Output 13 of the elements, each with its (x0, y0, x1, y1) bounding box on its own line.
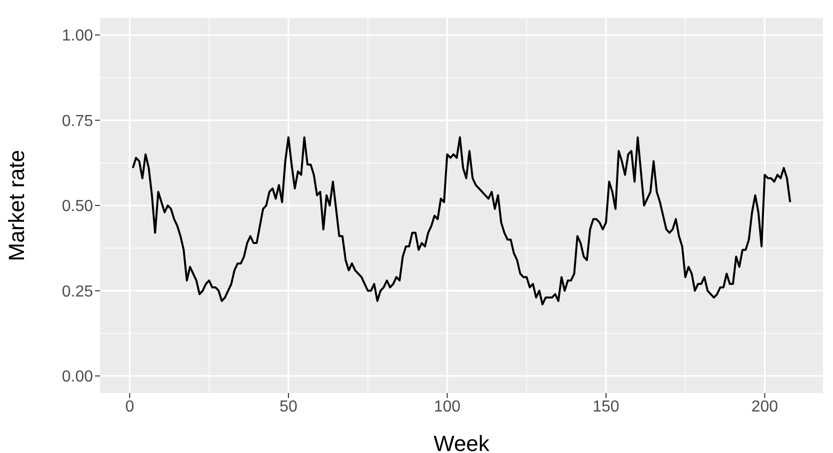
y-tick-label: 0.50 (62, 198, 94, 216)
y-axis-title: Market rate (4, 150, 29, 262)
y-tick-label: 0.75 (62, 112, 94, 130)
x-tick-label: 100 (434, 398, 461, 416)
x-tick-label: 200 (751, 398, 778, 416)
x-tick-label: 0 (125, 398, 134, 416)
x-tick-label: 150 (592, 398, 620, 416)
y-tick-label: 0.25 (62, 283, 94, 300)
y-tick-label: 1.00 (62, 28, 94, 45)
x-axis-title: Week (434, 431, 490, 453)
y-tick-label: 0.00 (62, 368, 94, 386)
x-tick-label: 50 (280, 398, 298, 416)
line-series (132, 136, 792, 306)
